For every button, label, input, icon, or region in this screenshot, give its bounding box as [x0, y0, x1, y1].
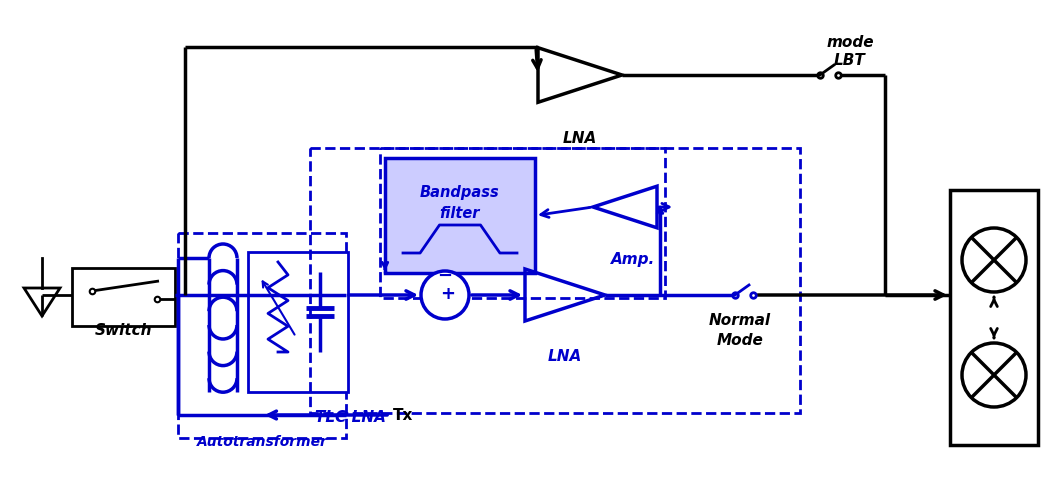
Bar: [310, 148, 800, 413]
Bar: [248, 252, 348, 392]
Circle shape: [421, 271, 469, 319]
Text: LBT: LBT: [835, 53, 866, 68]
Text: filter: filter: [440, 206, 480, 221]
Text: Switch: Switch: [95, 323, 152, 338]
Text: Tx: Tx: [394, 408, 414, 423]
Text: Autotransformer: Autotransformer: [196, 435, 327, 449]
Text: Amp.: Amp.: [611, 252, 655, 267]
Bar: [380, 148, 665, 298]
Text: LNA: LNA: [563, 131, 597, 146]
Text: LNA: LNA: [548, 349, 582, 364]
Text: Mode: Mode: [716, 333, 764, 348]
Text: −: −: [438, 267, 453, 285]
Bar: [950, 190, 1038, 445]
Text: mode: mode: [826, 35, 874, 50]
Text: Normal: Normal: [709, 313, 771, 328]
Text: Bandpass: Bandpass: [420, 186, 500, 201]
Bar: [178, 233, 346, 438]
Text: +: +: [441, 285, 456, 303]
Bar: [72, 268, 175, 326]
Bar: [385, 158, 535, 273]
Text: TLC LNA: TLC LNA: [315, 410, 386, 425]
